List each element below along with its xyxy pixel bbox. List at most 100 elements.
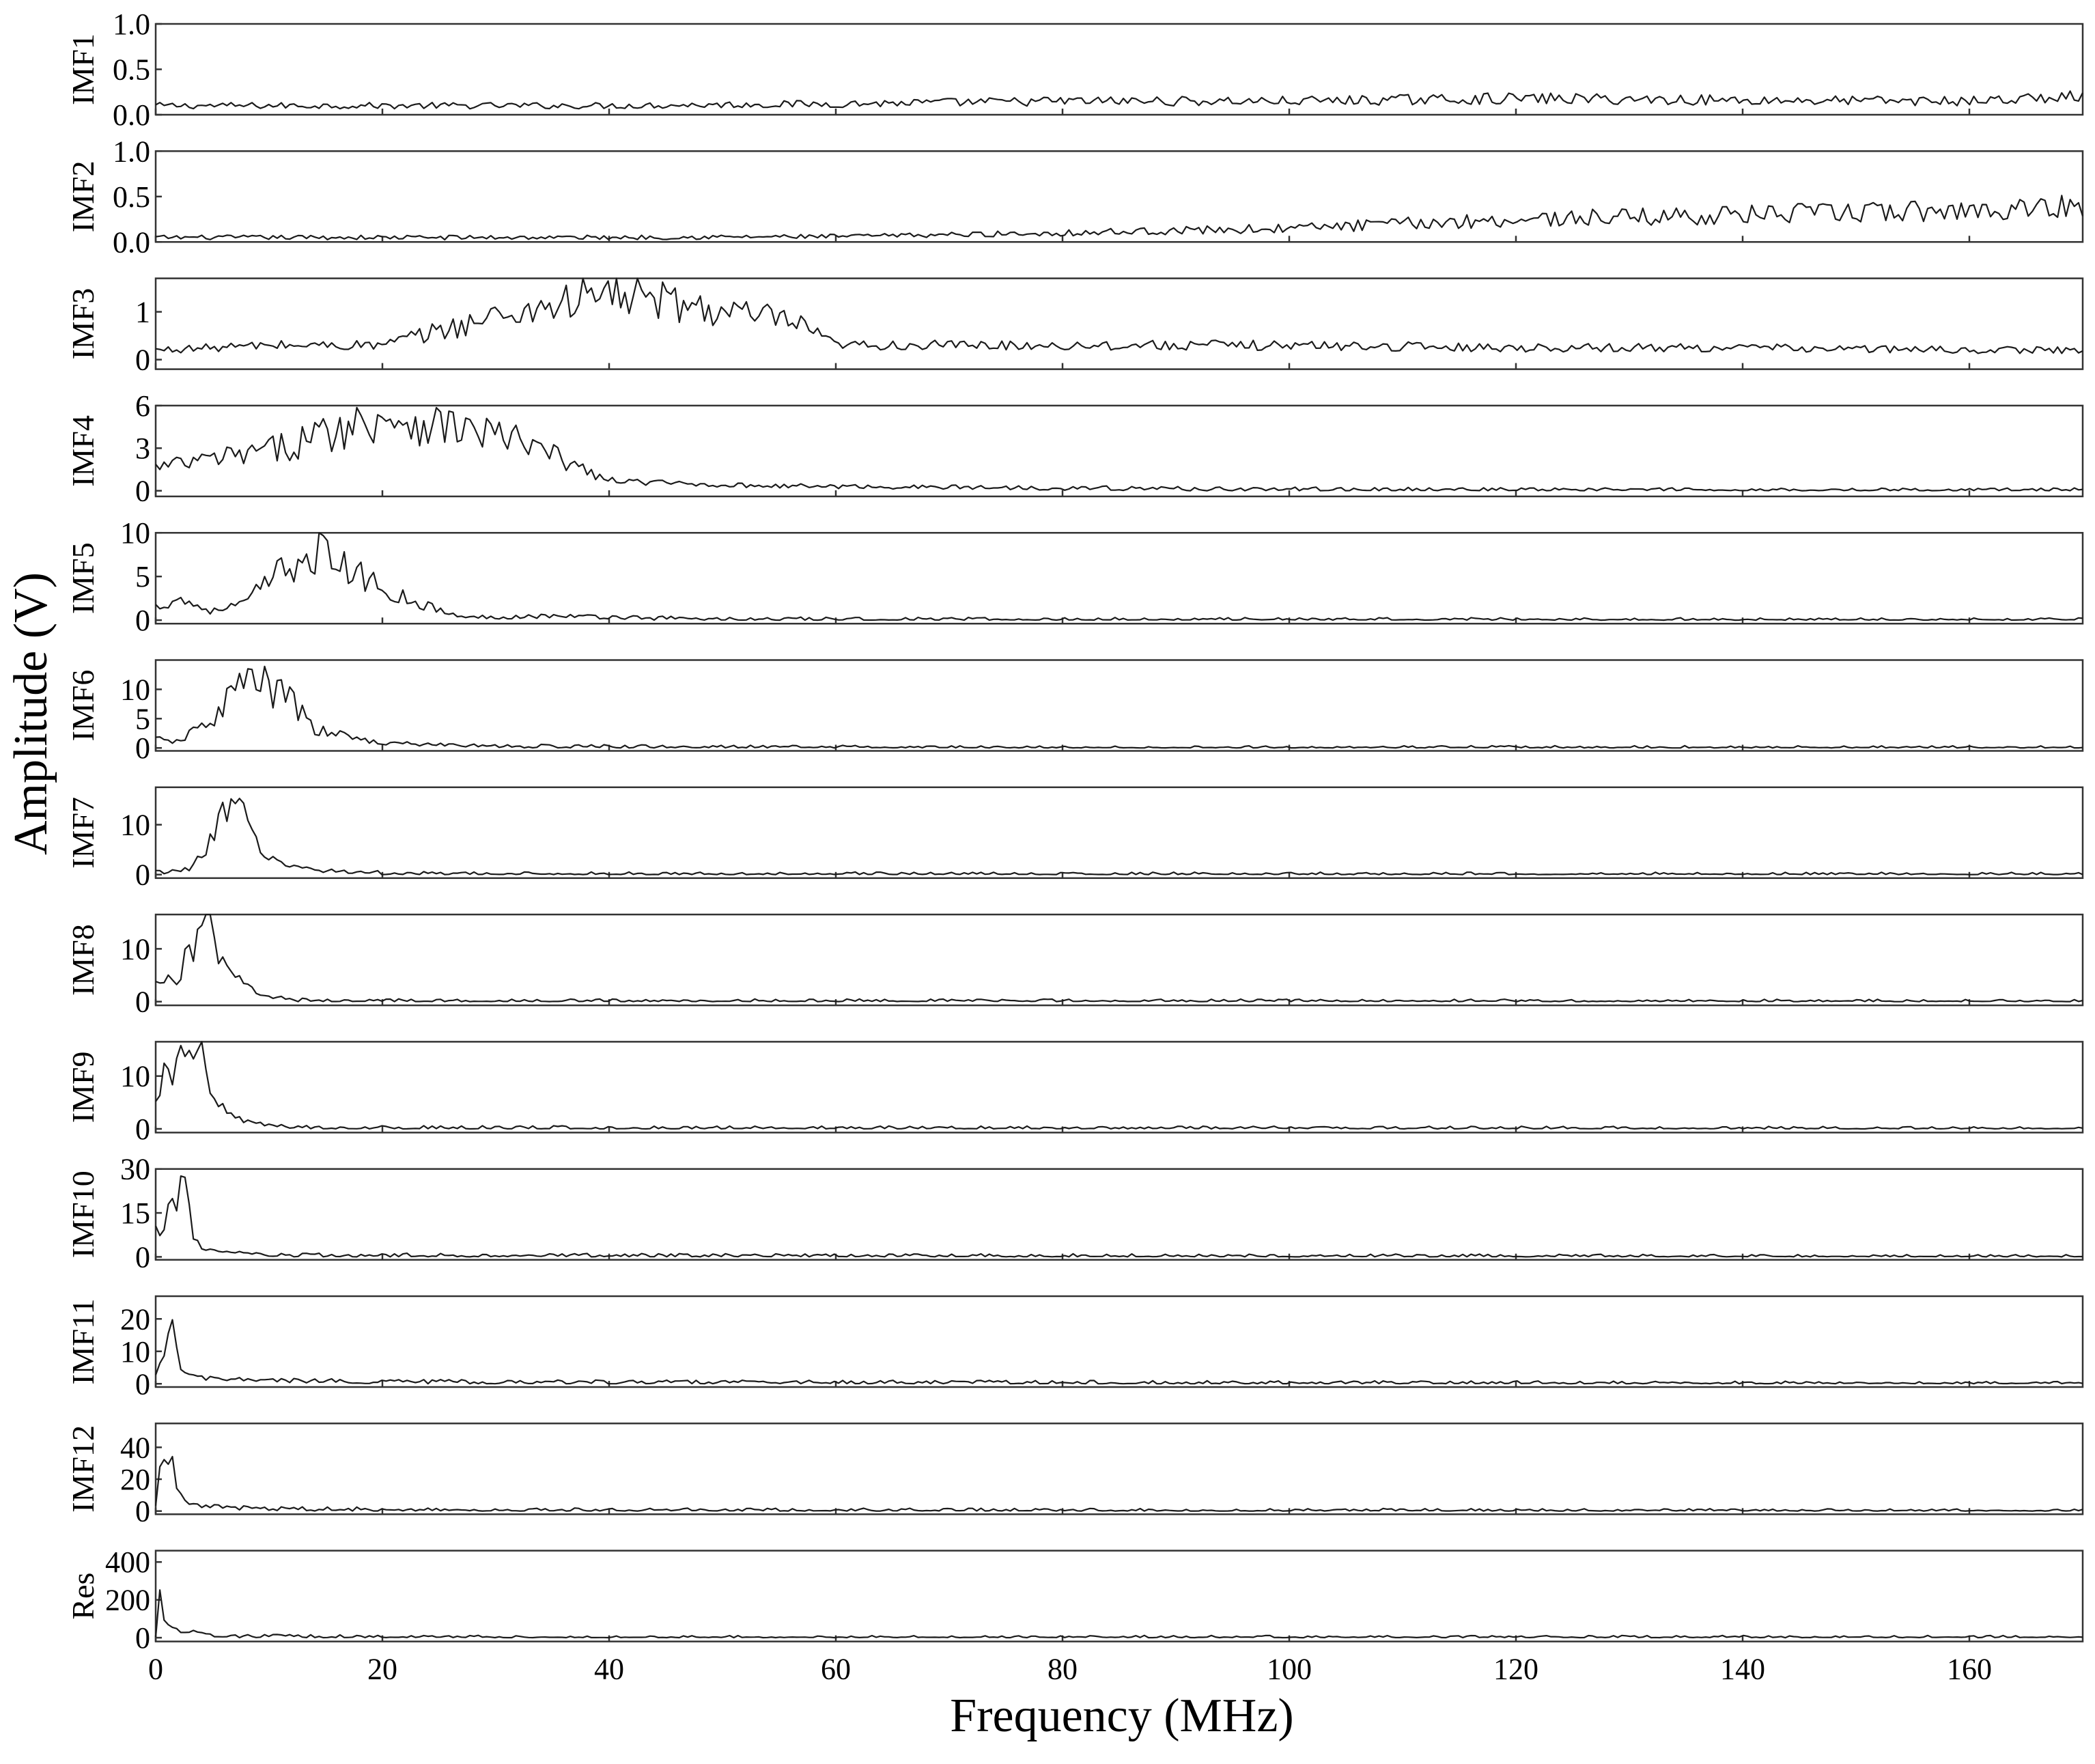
y-tick-label: 40 bbox=[120, 1431, 150, 1464]
panel-label: IMF6 bbox=[66, 670, 100, 742]
y-tick-label: 5 bbox=[135, 702, 150, 736]
y-tick-label: 200 bbox=[105, 1584, 150, 1617]
panel-frame bbox=[154, 150, 2084, 243]
y-tick-label: 3 bbox=[135, 432, 150, 465]
trace-imf11 bbox=[154, 1319, 2083, 1385]
y-tick-label: 0 bbox=[135, 1240, 150, 1274]
trace-res bbox=[154, 1589, 2083, 1639]
panel-frame bbox=[154, 277, 2084, 370]
x-tick-label: 0 bbox=[148, 1653, 163, 1686]
y-tick-label: 10 bbox=[120, 1335, 150, 1369]
y-tick-label: 30 bbox=[120, 1153, 150, 1186]
panel-frame bbox=[154, 1041, 2084, 1134]
trace-imf6 bbox=[155, 665, 2083, 749]
panel-imf4: 0 3 6 IMF4 bbox=[66, 389, 2084, 508]
panel-label: IMF2 bbox=[66, 160, 100, 232]
y-tick-label: 0 bbox=[135, 604, 150, 637]
panel-frame bbox=[154, 1168, 2084, 1261]
panel-label: Res bbox=[66, 1573, 100, 1620]
trace-imf5 bbox=[155, 532, 2083, 621]
x-tick-label: 120 bbox=[1493, 1653, 1538, 1686]
y-tick-label: 0.5 bbox=[113, 53, 150, 87]
trace-imf9 bbox=[155, 1041, 2083, 1130]
panel-frame bbox=[154, 1423, 2084, 1515]
trace-imf1 bbox=[155, 90, 2083, 110]
panel-label: IMF11 bbox=[66, 1298, 100, 1384]
y-tick-label: 10 bbox=[120, 673, 150, 706]
y-axis-title: Amplitude (V) bbox=[5, 572, 57, 855]
panel-label: IMF7 bbox=[66, 797, 100, 869]
trace-imf7 bbox=[155, 798, 2083, 876]
x-axis: 0 20 40 60 80 100 120 140 160 bbox=[148, 1653, 1992, 1686]
y-tick-label: 1.0 bbox=[113, 8, 150, 41]
panel-frame bbox=[154, 913, 2084, 1007]
panel-label: IMF5 bbox=[66, 542, 100, 614]
panel-frame bbox=[154, 531, 2084, 625]
panel-frame bbox=[154, 786, 2084, 880]
y-tick-label: 20 bbox=[120, 1302, 150, 1336]
y-tick-label: 0 bbox=[135, 1112, 150, 1146]
panel-label: IMF3 bbox=[66, 288, 100, 360]
panel-label: IMF4 bbox=[66, 415, 100, 487]
y-tick-label: 0 bbox=[135, 1621, 150, 1655]
y-tick-label: 10 bbox=[120, 1060, 150, 1093]
panel-label: IMF1 bbox=[66, 33, 100, 105]
panel-frame bbox=[154, 404, 2084, 498]
trace-imf10 bbox=[154, 1175, 2083, 1258]
x-tick-label: 60 bbox=[821, 1653, 851, 1686]
x-tick-label: 80 bbox=[1048, 1653, 1078, 1686]
panel-imf9: 0 10 IMF9 bbox=[66, 1041, 2084, 1146]
y-tick-label: 10 bbox=[120, 516, 150, 550]
panel-label: IMF12 bbox=[66, 1425, 100, 1513]
panel-frame bbox=[154, 659, 2084, 752]
x-tick-label: 20 bbox=[367, 1653, 397, 1686]
y-tick-label: 400 bbox=[105, 1545, 150, 1579]
x-axis-title: Frequency (MHz) bbox=[950, 1690, 1293, 1742]
panel-imf8: 0 10 IMF8 bbox=[66, 913, 2084, 1019]
trace-imf2 bbox=[155, 195, 2084, 241]
y-tick-label: 1 bbox=[135, 296, 150, 329]
y-tick-label: 0 bbox=[135, 731, 150, 765]
trace-imf4 bbox=[155, 406, 2083, 492]
panel-imf3: 0 1 IMF3 bbox=[66, 277, 2084, 377]
trace-imf12 bbox=[154, 1455, 2083, 1512]
y-tick-label: 0 bbox=[135, 475, 150, 508]
y-tick-label: 6 bbox=[135, 389, 150, 423]
y-tick-label: 10 bbox=[120, 932, 150, 966]
panel-label: IMF10 bbox=[66, 1171, 100, 1258]
y-tick-label: 0 bbox=[135, 344, 150, 377]
x-tick-label: 100 bbox=[1267, 1653, 1312, 1686]
panel-label: IMF8 bbox=[66, 924, 100, 996]
y-tick-label: 0.0 bbox=[113, 225, 150, 259]
panels-layer: 0.00.51.0IMF10.00.51.0IMF201IMF3036IMF40… bbox=[66, 8, 2084, 1655]
y-tick-label: 0.0 bbox=[113, 98, 150, 132]
trace-imf8 bbox=[155, 913, 2083, 1003]
panel-imf7: 0 10 IMF7 bbox=[66, 786, 2084, 892]
panel-imf10: 0 15 30 IMF10 bbox=[66, 1153, 2084, 1274]
y-tick-label: 0 bbox=[135, 1367, 150, 1401]
panel-label: IMF9 bbox=[66, 1051, 100, 1123]
y-tick-label: 20 bbox=[120, 1463, 150, 1496]
y-tick-label: 0 bbox=[135, 858, 150, 892]
y-tick-label: 5 bbox=[135, 560, 150, 593]
y-tick-label: 1.0 bbox=[113, 135, 150, 168]
panel-imf5: 0 5 10 IMF5 bbox=[66, 516, 2084, 637]
trace-imf3 bbox=[155, 277, 2083, 354]
y-tick-label: 15 bbox=[120, 1196, 150, 1230]
panel-frame bbox=[154, 1295, 2084, 1388]
y-tick-label: 0.5 bbox=[113, 180, 150, 214]
panel-imf1: 0.0 0.5 1.0 IMF1 bbox=[66, 8, 2084, 132]
x-tick-label: 140 bbox=[1720, 1653, 1765, 1686]
panel-frame bbox=[154, 1550, 2084, 1642]
x-tick-label: 160 bbox=[1947, 1653, 1992, 1686]
y-tick-label: 0 bbox=[135, 1495, 150, 1528]
x-tick-label: 40 bbox=[594, 1653, 624, 1686]
y-tick-label: 10 bbox=[120, 809, 150, 842]
panel-imf2: 0.0 0.5 1.0 IMF2 bbox=[66, 135, 2084, 259]
y-tick-label: 0 bbox=[135, 985, 150, 1019]
